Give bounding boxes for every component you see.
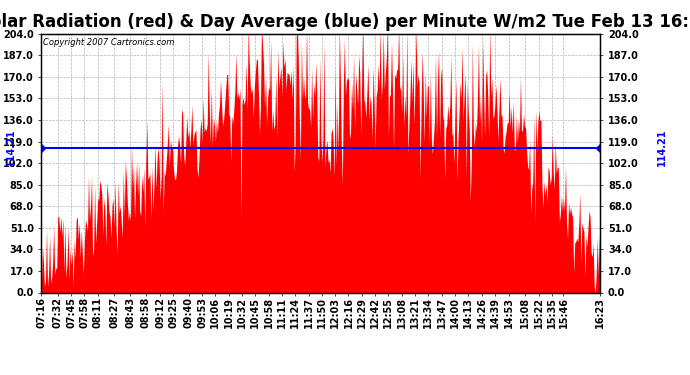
Text: Copyright 2007 Cartronics.com: Copyright 2007 Cartronics.com [43, 38, 174, 46]
Text: 114.21: 114.21 [6, 129, 16, 166]
Text: Solar Radiation (red) & Day Average (blue) per Minute W/m2 Tue Feb 13 16:57: Solar Radiation (red) & Day Average (blu… [0, 13, 690, 31]
Text: 114.21: 114.21 [657, 129, 667, 166]
